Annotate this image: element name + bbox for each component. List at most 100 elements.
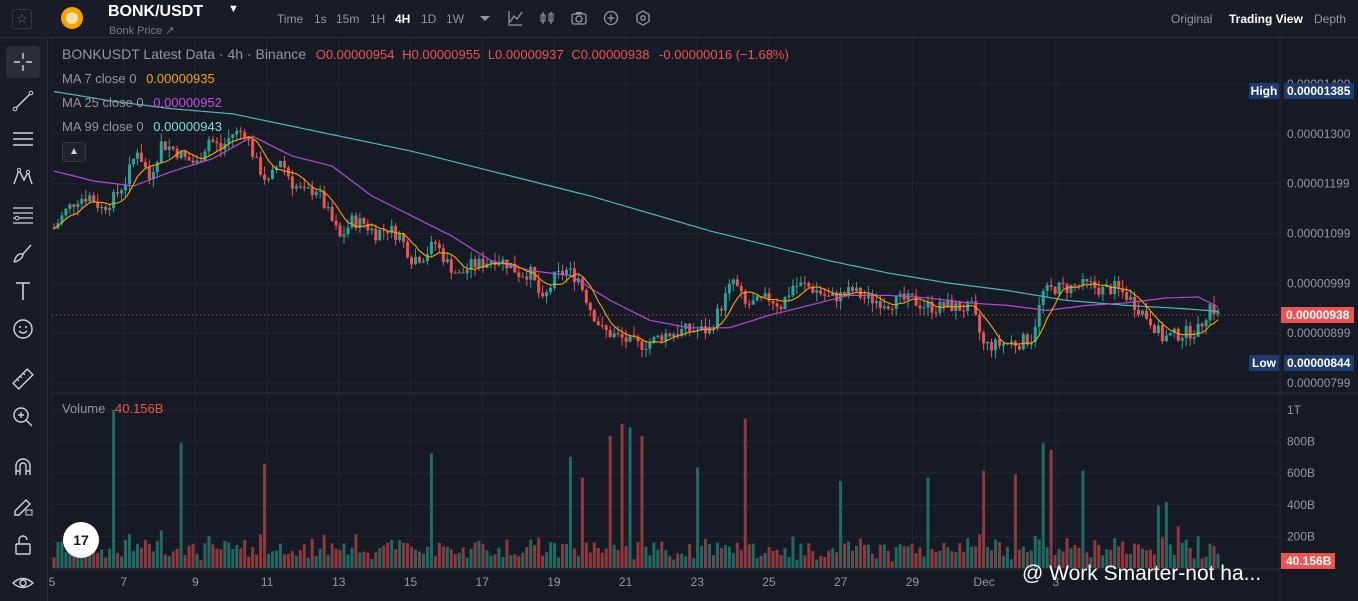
candle-body	[231, 134, 235, 139]
tf-15m[interactable]: 15m	[336, 12, 360, 26]
volume-bar	[1212, 545, 1216, 568]
candle-body	[1101, 287, 1105, 295]
candle-body	[1001, 343, 1005, 346]
candle-body	[1204, 320, 1208, 327]
zoom-tool[interactable]	[6, 401, 40, 433]
camera-screenshot-icon[interactable]	[571, 10, 587, 26]
candle-body	[72, 204, 76, 208]
volume-bar	[493, 554, 497, 568]
candle-body	[163, 141, 167, 150]
emoji-tool[interactable]	[6, 313, 40, 345]
candle-body	[402, 233, 406, 242]
volume-bar	[962, 551, 966, 568]
volume-bar	[227, 542, 231, 568]
candle-body	[167, 146, 171, 150]
visibility-tool[interactable]	[6, 567, 40, 599]
ma7-legend[interactable]: MA 7 close 0 0.00000935	[62, 71, 215, 86]
indicators-icon[interactable]	[507, 10, 523, 26]
volume-bar	[549, 542, 553, 568]
crosshair-tool[interactable]	[6, 46, 40, 78]
fib-retracement-tool[interactable]	[6, 199, 40, 231]
high-label: High	[1249, 83, 1279, 99]
view-trading-view[interactable]: Trading View	[1229, 12, 1303, 26]
candle-body	[1172, 328, 1176, 334]
candle-body	[171, 146, 175, 149]
candle-body	[1176, 328, 1180, 341]
candle-body	[219, 143, 223, 150]
volume-bar	[735, 542, 739, 568]
candle-body	[743, 291, 747, 304]
volume-bar	[235, 544, 239, 568]
volume-bar	[251, 547, 255, 568]
view-depth[interactable]: Depth	[1314, 12, 1347, 26]
text-tool[interactable]	[6, 275, 40, 307]
volume-bar	[1077, 547, 1081, 568]
volume-bar	[1061, 551, 1065, 568]
tf-1w[interactable]: 1W	[446, 12, 464, 26]
candle-body	[588, 302, 592, 311]
candle-body	[191, 160, 195, 163]
volume-bar	[175, 548, 179, 568]
ma25-legend[interactable]: MA 25 close 0 0.00000952	[62, 95, 222, 110]
time-tick-label: 19	[547, 575, 561, 589]
candle-body	[767, 293, 771, 301]
top-bar: ☆ BONK/USDT ▼ Bonk Price ↗ Time 1s 15m 1…	[0, 0, 1358, 38]
lock-tool[interactable]	[6, 529, 40, 561]
volume-bar	[1005, 546, 1009, 568]
volume-bar	[604, 548, 608, 568]
volume-bar	[592, 542, 596, 568]
pattern-icon	[13, 167, 33, 185]
volume-bar	[831, 548, 835, 568]
candle-body	[866, 293, 870, 299]
volume-bar	[866, 544, 870, 568]
brush-tool[interactable]	[6, 237, 40, 269]
ma99-legend[interactable]: MA 99 close 0 0.00000943	[62, 119, 222, 134]
chart-type-candles-icon[interactable]	[539, 10, 555, 26]
horizontal-lines-tool[interactable]	[6, 123, 40, 155]
volume-bar	[203, 543, 207, 568]
symbol-title[interactable]: BONK/USDT	[108, 3, 204, 20]
tf-4h[interactable]: 4H	[395, 12, 411, 26]
pattern-tool[interactable]	[6, 161, 40, 193]
volume-bar	[799, 543, 803, 568]
tf-1s[interactable]: 1s	[314, 12, 327, 26]
price-tick-label: 0.00000799	[1287, 376, 1351, 390]
time-tick-label: 3	[1052, 575, 1059, 589]
favorite-star-icon[interactable]: ☆	[12, 9, 32, 29]
volume-bar	[934, 552, 938, 568]
candle-body	[727, 283, 731, 294]
symbol-subtitle[interactable]: Bonk Price ↗	[109, 25, 175, 37]
volume-bar	[310, 538, 314, 568]
candle-body	[120, 190, 124, 194]
settings-hexagon-icon[interactable]	[635, 10, 651, 26]
tf-1h[interactable]: 1H	[370, 12, 386, 26]
candle-body	[64, 208, 68, 216]
ruler-tool[interactable]	[6, 363, 40, 395]
tf-1d[interactable]: 1D	[421, 12, 437, 26]
tf-time[interactable]: Time	[277, 12, 304, 26]
timeframe-more-icon[interactable]	[477, 10, 493, 26]
view-original[interactable]: Original	[1171, 12, 1213, 26]
candle-body	[874, 300, 878, 304]
volume-bar	[1073, 545, 1077, 568]
volume-bar	[672, 559, 676, 568]
collapse-legend-button[interactable]: ▲	[62, 142, 86, 162]
symbol-dropdown-icon[interactable]: ▼	[228, 3, 239, 15]
add-plus-circle-icon[interactable]	[603, 10, 619, 26]
candle-body	[509, 264, 513, 269]
volume-bar	[1208, 543, 1212, 568]
tradingview-logo[interactable]: 17	[63, 522, 99, 558]
volume-bar	[533, 544, 537, 568]
volume-bar	[453, 553, 457, 568]
candle-body	[127, 164, 131, 185]
volume-bar	[187, 545, 191, 568]
volume-bar	[342, 543, 346, 568]
magnet-tool[interactable]	[6, 451, 40, 483]
legend-title: BONKUSDT Latest Data · 4h · Binance	[62, 46, 307, 62]
volume-bar	[751, 543, 755, 568]
trend-line-tool[interactable]	[6, 85, 40, 117]
lock-drawings-edit-tool[interactable]	[6, 491, 40, 523]
candle-body	[175, 148, 179, 159]
volume-bar	[918, 547, 922, 568]
